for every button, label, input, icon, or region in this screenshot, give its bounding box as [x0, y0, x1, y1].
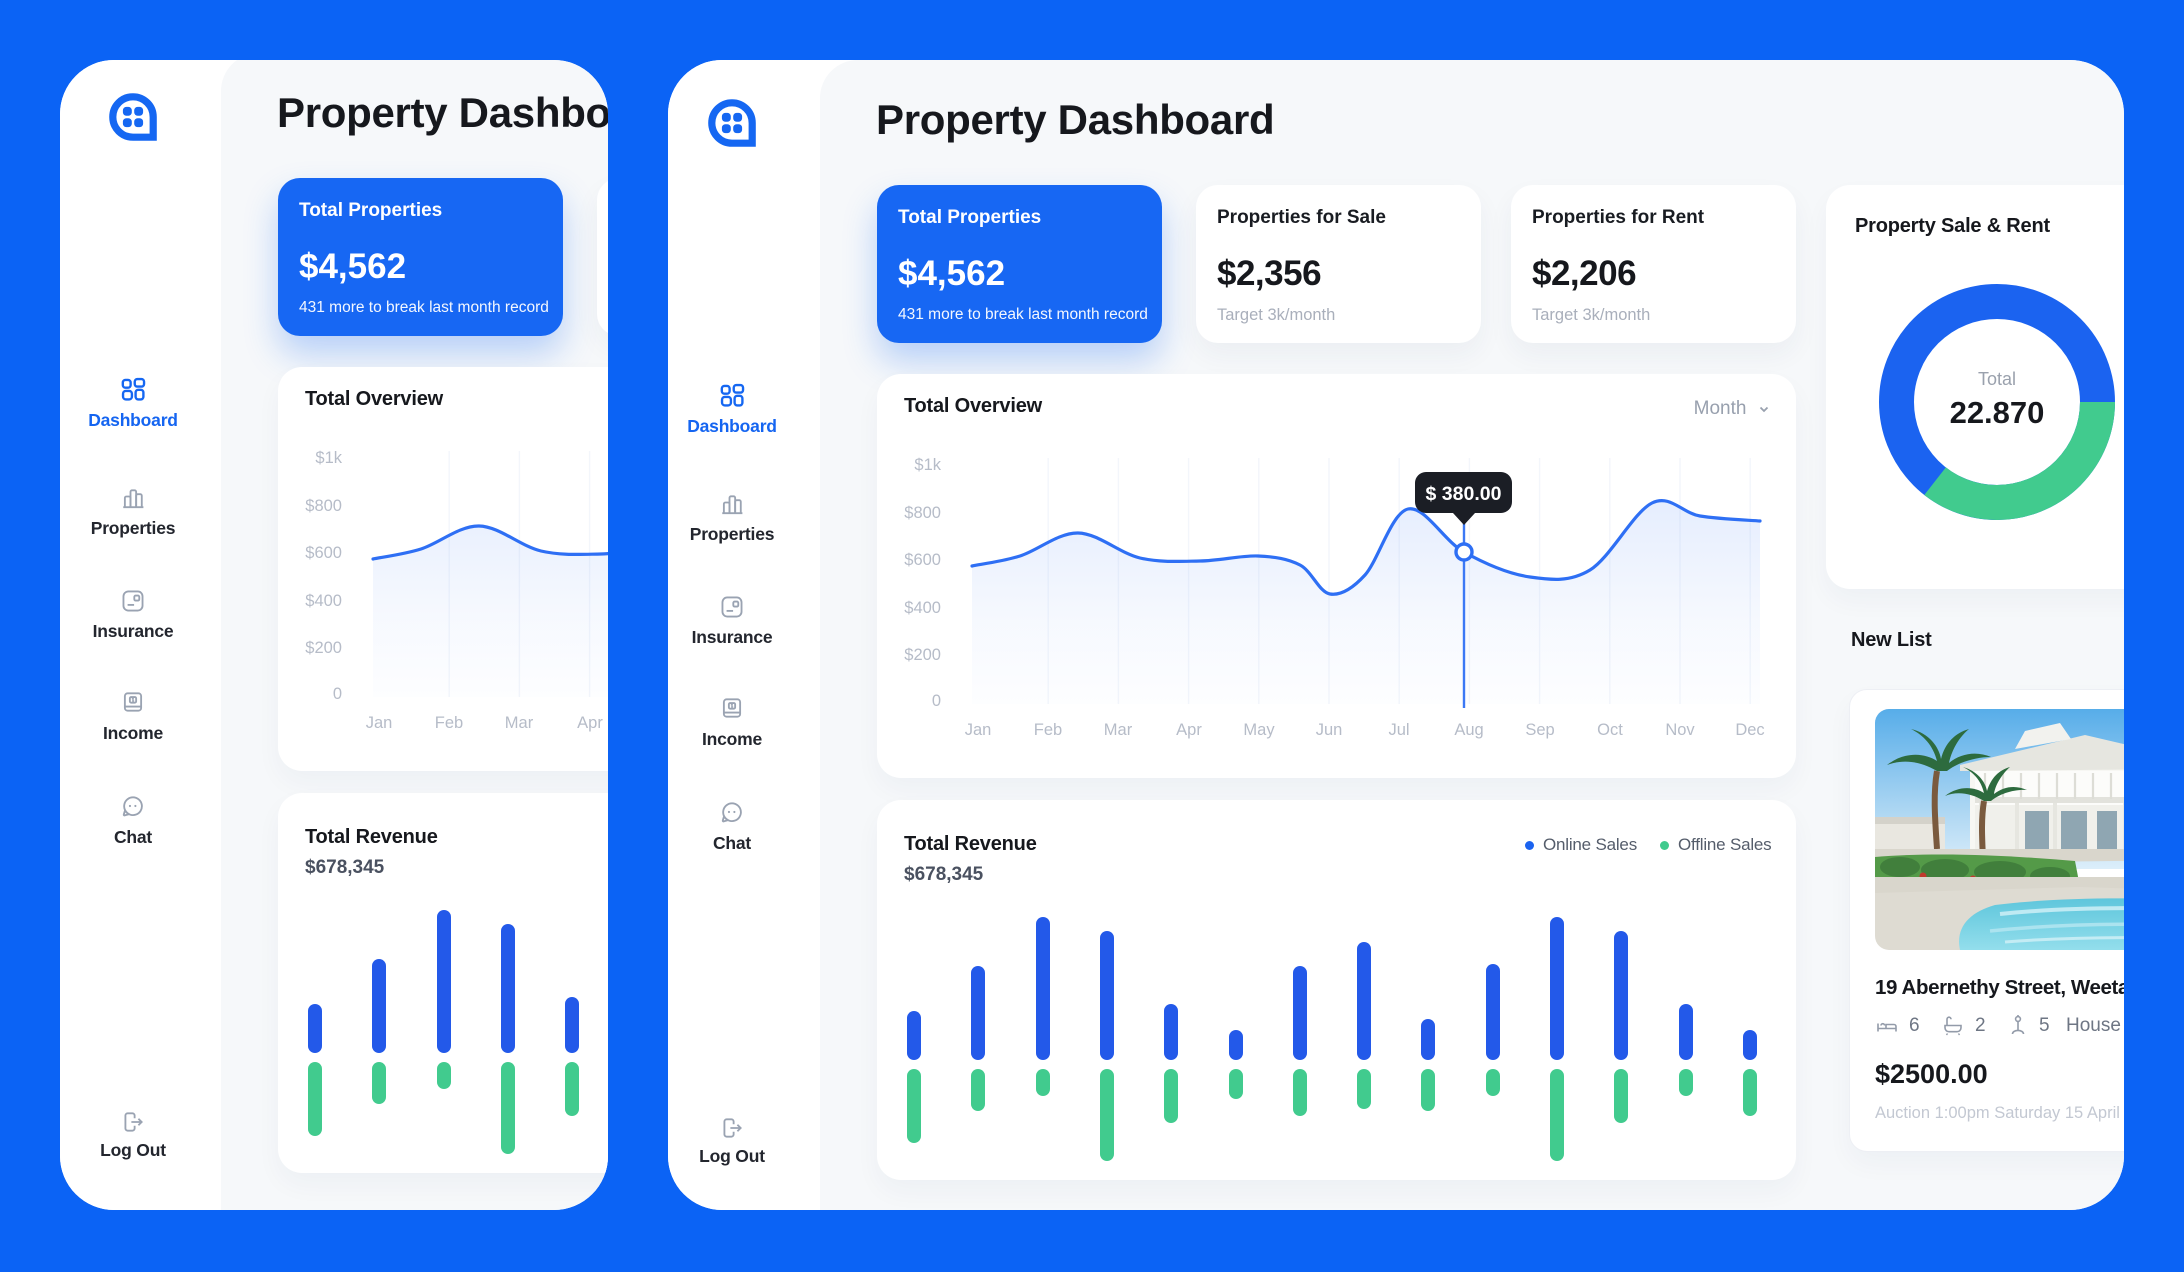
svg-text:$ 380.00: $ 380.00 [1426, 483, 1502, 505]
